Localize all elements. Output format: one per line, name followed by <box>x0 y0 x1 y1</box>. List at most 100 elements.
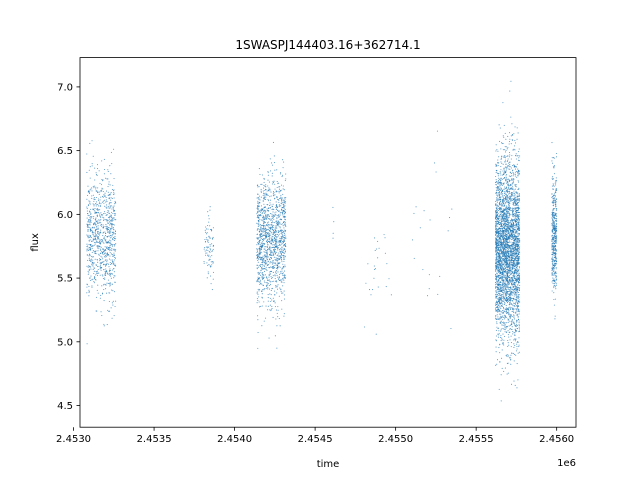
data-point <box>411 239 414 241</box>
data-point <box>501 223 503 225</box>
data-point <box>209 256 211 258</box>
data-point <box>100 229 102 231</box>
data-point <box>110 199 112 201</box>
data-point <box>212 245 214 247</box>
data-point <box>266 276 268 278</box>
data-point <box>113 208 115 210</box>
data-point <box>506 236 508 238</box>
data-point <box>91 263 93 265</box>
data-point <box>113 189 115 191</box>
data-point <box>504 327 506 329</box>
data-point <box>256 222 258 224</box>
data-point <box>502 319 504 321</box>
data-point <box>265 193 267 195</box>
data-point <box>258 168 260 170</box>
data-point <box>269 280 271 282</box>
data-point <box>504 180 507 182</box>
data-point <box>512 182 514 184</box>
data-point <box>267 225 269 227</box>
data-point <box>510 287 512 289</box>
data-point <box>265 236 267 238</box>
data-point <box>512 233 514 235</box>
data-point <box>96 215 99 217</box>
data-point <box>510 227 512 229</box>
data-point <box>262 194 264 196</box>
data-point <box>93 267 95 269</box>
data-point <box>372 289 374 291</box>
data-point <box>109 165 111 167</box>
data-point <box>433 162 436 164</box>
data-point <box>499 181 501 183</box>
data-point <box>500 165 502 168</box>
data-point <box>281 176 283 178</box>
data-point <box>273 192 275 194</box>
data-point <box>110 243 112 245</box>
data-point <box>92 185 94 187</box>
data-point <box>113 275 115 277</box>
data-point <box>105 254 107 257</box>
data-point <box>516 280 518 282</box>
data-point <box>517 227 519 230</box>
data-point <box>95 310 97 312</box>
data-point <box>272 164 274 166</box>
data-point <box>99 274 101 276</box>
data-point <box>504 331 506 333</box>
data-point <box>265 240 267 242</box>
data-point <box>103 284 105 286</box>
data-point <box>277 268 279 270</box>
data-point <box>104 192 106 194</box>
data-point <box>110 240 112 242</box>
data-point <box>363 326 366 328</box>
data-point <box>504 324 506 326</box>
data-point <box>97 200 100 202</box>
data-point <box>102 224 104 226</box>
data-point <box>271 251 273 253</box>
data-point <box>503 289 505 292</box>
data-point <box>272 271 274 274</box>
data-point <box>273 243 275 246</box>
data-point <box>514 263 516 265</box>
data-point <box>96 208 98 210</box>
data-point <box>517 248 519 250</box>
data-point <box>87 273 89 275</box>
data-point <box>86 250 88 252</box>
data-point <box>270 224 272 226</box>
data-point <box>270 294 272 296</box>
data-point <box>277 215 279 217</box>
data-point <box>517 174 519 176</box>
data-point <box>270 231 272 233</box>
data-point <box>108 235 110 237</box>
data-point <box>256 264 258 266</box>
data-point <box>508 228 510 230</box>
data-point <box>266 252 268 254</box>
data-point <box>499 242 501 244</box>
data-point <box>497 175 499 177</box>
data-point <box>205 233 208 235</box>
data-point <box>498 308 500 311</box>
data-point <box>496 197 498 199</box>
data-point <box>509 166 511 168</box>
data-point <box>88 240 90 242</box>
data-point <box>269 304 271 306</box>
data-point <box>267 248 269 250</box>
data-point <box>495 316 497 318</box>
data-point <box>516 321 518 323</box>
data-point <box>515 215 517 217</box>
data-point <box>93 187 95 189</box>
data-point <box>259 249 261 251</box>
data-point <box>97 231 99 233</box>
data-point <box>281 300 283 302</box>
data-point <box>205 249 208 251</box>
data-point <box>495 225 498 227</box>
data-point <box>515 259 517 261</box>
data-point <box>265 217 267 219</box>
data-point <box>505 138 507 140</box>
data-point <box>505 205 508 207</box>
data-point <box>285 178 287 180</box>
data-point <box>105 227 107 229</box>
data-point <box>115 238 117 240</box>
data-point <box>498 269 500 271</box>
data-point <box>503 183 505 185</box>
data-point <box>510 167 513 169</box>
